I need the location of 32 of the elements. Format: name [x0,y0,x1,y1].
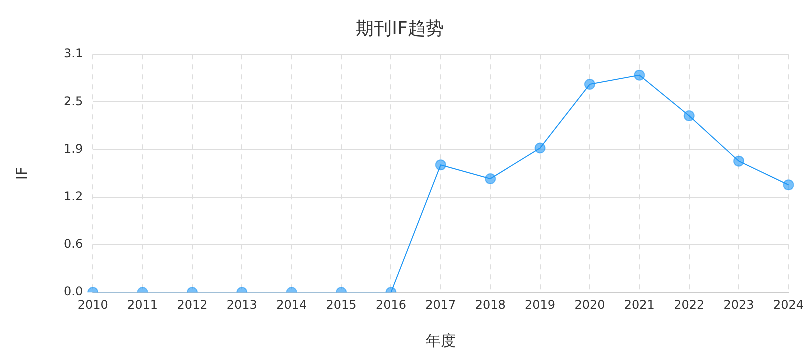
x-tick-label: 2023 [724,298,754,312]
point [435,160,446,171]
x-tick-label: 2013 [226,298,258,312]
x-tick-label: 2010 [78,298,108,312]
y-tick-label: 2.5 [64,94,84,108]
point [783,180,794,191]
point [534,142,546,154]
y-tick-label: 0.0 [64,284,84,299]
x-tick-label: 2012 [177,298,208,312]
point [634,70,646,81]
point [684,110,695,122]
point [734,156,745,167]
x-tick-label: 2021 [624,298,655,312]
y-tick-label: 0.6 [64,237,84,252]
x-tick-label: 2017 [426,298,456,312]
x-tick-label: 2014 [276,298,308,312]
x-tick-label: 2011 [128,298,158,312]
x-tick-label: 2016 [376,298,406,312]
x-tick-label: 2022 [674,298,705,312]
x-tick-label: 2020 [574,298,606,312]
y-axis-title: IF [12,167,31,180]
point [584,79,596,90]
x-tick-label: 2018 [475,298,506,312]
x-tick-label: 2015 [326,298,357,312]
x-tick-label: 2019 [525,298,556,312]
y-tick-label: 1.2 [64,190,84,204]
point [485,173,496,184]
y-tick-label: 3.1 [64,46,84,61]
x-tick-label: 2024 [773,298,804,312]
chart-title: 期刊IF趋势 [356,18,444,40]
x-axis-title: 年度 [426,332,456,350]
y-tick-label: 1.9 [64,142,84,156]
